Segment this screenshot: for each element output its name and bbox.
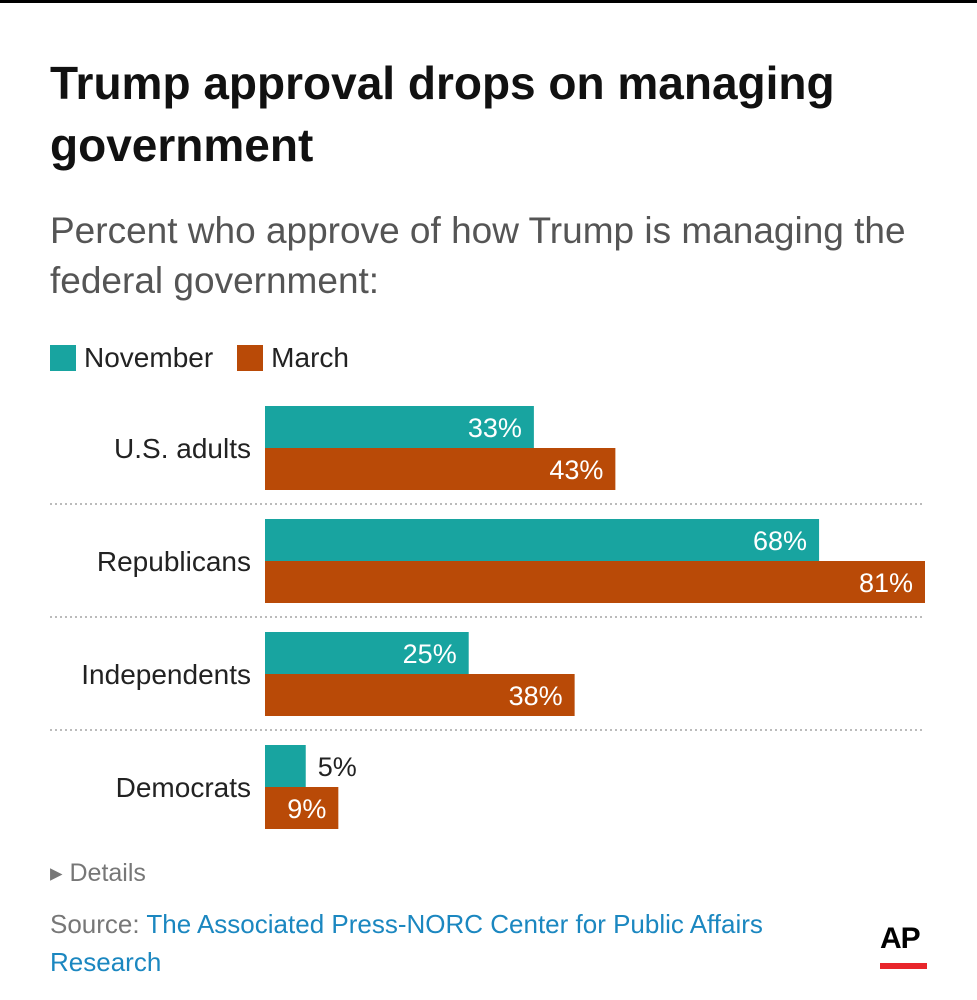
chart-subtitle: Percent who approve of how Trump is mana… — [50, 210, 906, 301]
bar-march — [265, 561, 925, 603]
category-label: U.S. adults — [114, 433, 251, 464]
category-label: Independents — [81, 659, 251, 690]
legend-swatch — [237, 345, 264, 371]
category-label: Republicans — [97, 546, 251, 577]
details-label: Details — [69, 859, 146, 887]
bar-november — [265, 519, 820, 561]
bar-march — [265, 448, 616, 490]
bar-november — [265, 406, 534, 448]
data-label: 5% — [318, 752, 357, 782]
bar-chart: U.S. adults 33% 43% Republicans 68% 81% Indepe… — [50, 406, 925, 829]
legend-label: March — [271, 342, 349, 373]
bar-november — [265, 632, 469, 674]
legend-item-november: November — [50, 342, 213, 374]
source-label: Source: — [50, 909, 140, 939]
data-label: 25% — [403, 639, 457, 669]
data-label: 43% — [549, 455, 603, 485]
ap-logo: AP — [880, 922, 921, 955]
source: Source: The Associated Press-NORC Center… — [50, 905, 850, 981]
bar-march — [265, 787, 339, 829]
top-border — [0, 0, 977, 3]
chart-title: Trump approval drops on managing governm… — [50, 57, 835, 171]
source-link[interactable]: The Associated Press-NORC Center for Pub… — [50, 909, 763, 977]
bar-november — [265, 745, 306, 787]
details-toggle[interactable]: ▸ Details — [50, 859, 146, 887]
legend: November March — [50, 342, 373, 374]
legend-item-march: March — [237, 342, 349, 374]
ap-logo-underline — [880, 963, 927, 969]
legend-label: November — [84, 342, 214, 373]
bar-march — [265, 674, 575, 716]
data-label: 33% — [468, 413, 522, 443]
data-label: 68% — [753, 526, 807, 556]
category-label: Democrats — [116, 772, 251, 803]
data-label: 81% — [859, 568, 913, 598]
data-label: 9% — [287, 794, 326, 824]
data-label: 38% — [509, 681, 563, 711]
legend-swatch — [50, 345, 76, 371]
